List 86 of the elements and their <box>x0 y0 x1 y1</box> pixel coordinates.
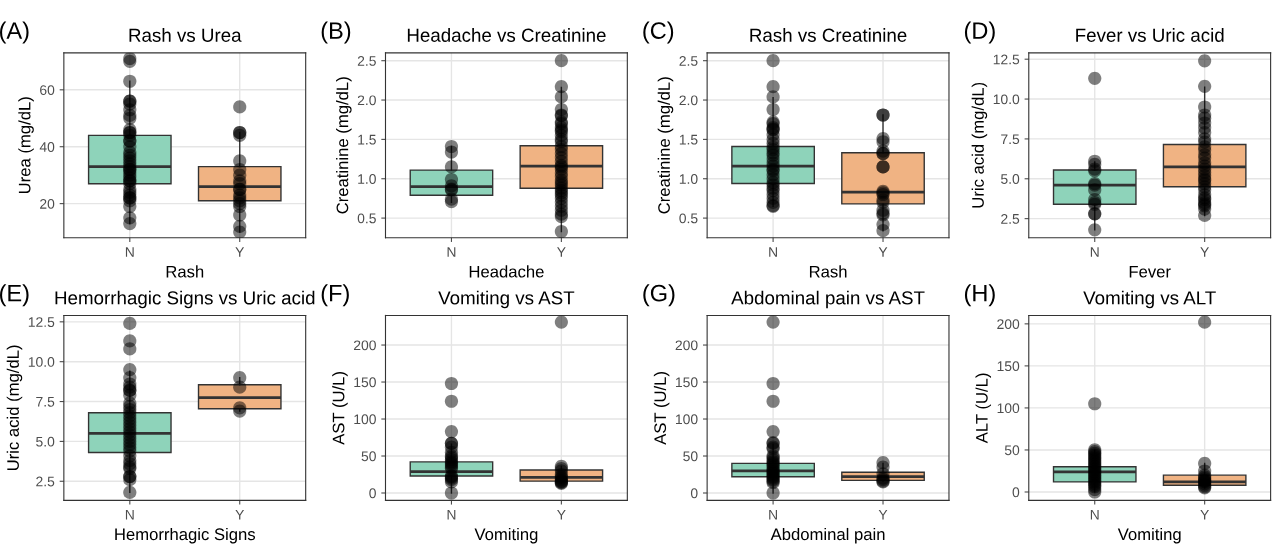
x-tick-label: Y <box>1200 509 1209 520</box>
y-tick-label: 200 <box>675 340 698 351</box>
x-tick-label: N <box>125 247 134 257</box>
y-axis-title: AST (U/L) <box>653 372 670 445</box>
y-tick-label: 2.0 <box>679 95 698 106</box>
text: (C) <box>643 21 674 44</box>
chart-title: Headache vs Creatinine <box>407 28 606 42</box>
x-tick-label: N <box>1090 247 1099 257</box>
y-axis-title: Uric acid (mg/dL) <box>971 82 988 208</box>
y-tick-label: 0.5 <box>357 213 376 224</box>
y-tick-label: 60 <box>40 85 55 95</box>
text: (H) <box>964 284 995 307</box>
y-axis-title: Urea (mg/dL) <box>18 97 34 194</box>
text: (B) <box>321 21 351 44</box>
x-tick-label: Y <box>235 247 245 257</box>
y-tick-label: 2.5 <box>679 56 698 66</box>
x-tick-label: Y <box>557 509 566 520</box>
y-tick-label: 12.5 <box>993 54 1020 65</box>
y-tick-label: 2.5 <box>36 476 55 487</box>
x-tick-label: N <box>125 509 134 520</box>
y-tick-label: 0.5 <box>679 213 698 224</box>
y-axis-title: Creatinine (mg/dL) <box>336 77 352 214</box>
y-axis-title: AST (U/L) <box>332 372 348 445</box>
y-axis-title: ALT (U/L) <box>975 373 992 444</box>
text: (E) <box>0 284 29 307</box>
y-tick-label: 100 <box>354 414 376 425</box>
chart-title: Hemorrhagic Signs vs Uric acid <box>55 290 315 309</box>
y-tick-label: 100 <box>997 403 1020 414</box>
y-tick-label: 1.5 <box>679 134 698 145</box>
y-tick-label: 50 <box>361 451 376 462</box>
x-tick-label: N <box>447 247 456 257</box>
y-axis-title: Creatinine (mg/dL) <box>657 77 674 214</box>
y-tick-label: 150 <box>676 377 698 388</box>
text: (D) <box>964 21 995 44</box>
y-tick-label: 12.5 <box>28 317 55 327</box>
x-tick-label: Y <box>557 247 566 257</box>
x-tick-label: N <box>769 247 777 257</box>
y-tick-label: 200 <box>353 340 376 351</box>
x-axis-title: Vomiting <box>1117 527 1181 544</box>
y-tick-label: 2.0 <box>357 95 376 106</box>
text: (F) <box>321 284 349 307</box>
chart-title: Rash vs Creatinine <box>750 28 907 42</box>
x-axis-title: Abdominal pain <box>770 527 885 544</box>
y-tick-label: 1.0 <box>679 174 698 184</box>
chart-title: Rash vs Urea <box>129 28 242 42</box>
y-tick-label: 1.0 <box>358 174 376 184</box>
x-tick-label: Y <box>878 509 888 520</box>
y-axis-title: Uric acid (mg/dL) <box>6 345 23 471</box>
y-tick-label: 7.5 <box>36 397 55 407</box>
chart-title: Vomiting vs AST <box>438 290 575 309</box>
text: (G) <box>643 284 675 307</box>
x-tick-label: Y <box>235 509 245 520</box>
y-tick-label: 40 <box>39 142 55 152</box>
y-tick-label: 2.5 <box>357 56 376 66</box>
y-tick-label: 2.5 <box>1001 213 1020 224</box>
y-tick-label: 0 <box>369 488 376 499</box>
x-axis-title: Fever <box>1129 265 1171 278</box>
y-tick-label: 100 <box>676 414 698 425</box>
y-tick-label: 10.0 <box>993 94 1020 105</box>
y-tick-label: 0 <box>690 488 698 499</box>
x-tick-label: Y <box>1200 247 1209 257</box>
y-tick-label: 150 <box>997 361 1020 372</box>
chart-title: Abdominal pain vs AST <box>731 290 925 309</box>
y-tick-label: 5.0 <box>36 436 55 447</box>
x-tick-label: N <box>769 509 777 520</box>
x-axis-title: Rash <box>809 265 847 278</box>
x-tick-label: N <box>1090 509 1099 520</box>
x-axis-title: Headache <box>469 265 544 278</box>
x-axis-title: Vomiting <box>474 527 538 544</box>
chart-title: Vomiting vs ALT <box>1083 290 1216 309</box>
x-axis-title: Rash <box>166 265 204 278</box>
y-tick-label: 5.0 <box>1001 174 1020 184</box>
chart-title: Fever vs Uric acid <box>1076 28 1224 42</box>
y-tick-label: 1.5 <box>358 134 376 145</box>
x-axis-title: Hemorrhagic Signs <box>115 527 256 544</box>
y-tick-label: 20 <box>40 198 55 209</box>
y-tick-label: 7.5 <box>1001 134 1020 145</box>
y-tick-label: 200 <box>997 319 1020 330</box>
x-tick-label: N <box>447 509 456 520</box>
y-tick-label: 50 <box>1004 445 1020 456</box>
y-tick-label: 150 <box>354 377 376 388</box>
y-tick-label: 10.0 <box>28 357 55 367</box>
text: (A) <box>0 21 29 44</box>
x-tick-label: Y <box>878 247 888 257</box>
y-tick-label: 0 <box>1012 487 1020 498</box>
y-tick-label: 50 <box>683 451 698 462</box>
